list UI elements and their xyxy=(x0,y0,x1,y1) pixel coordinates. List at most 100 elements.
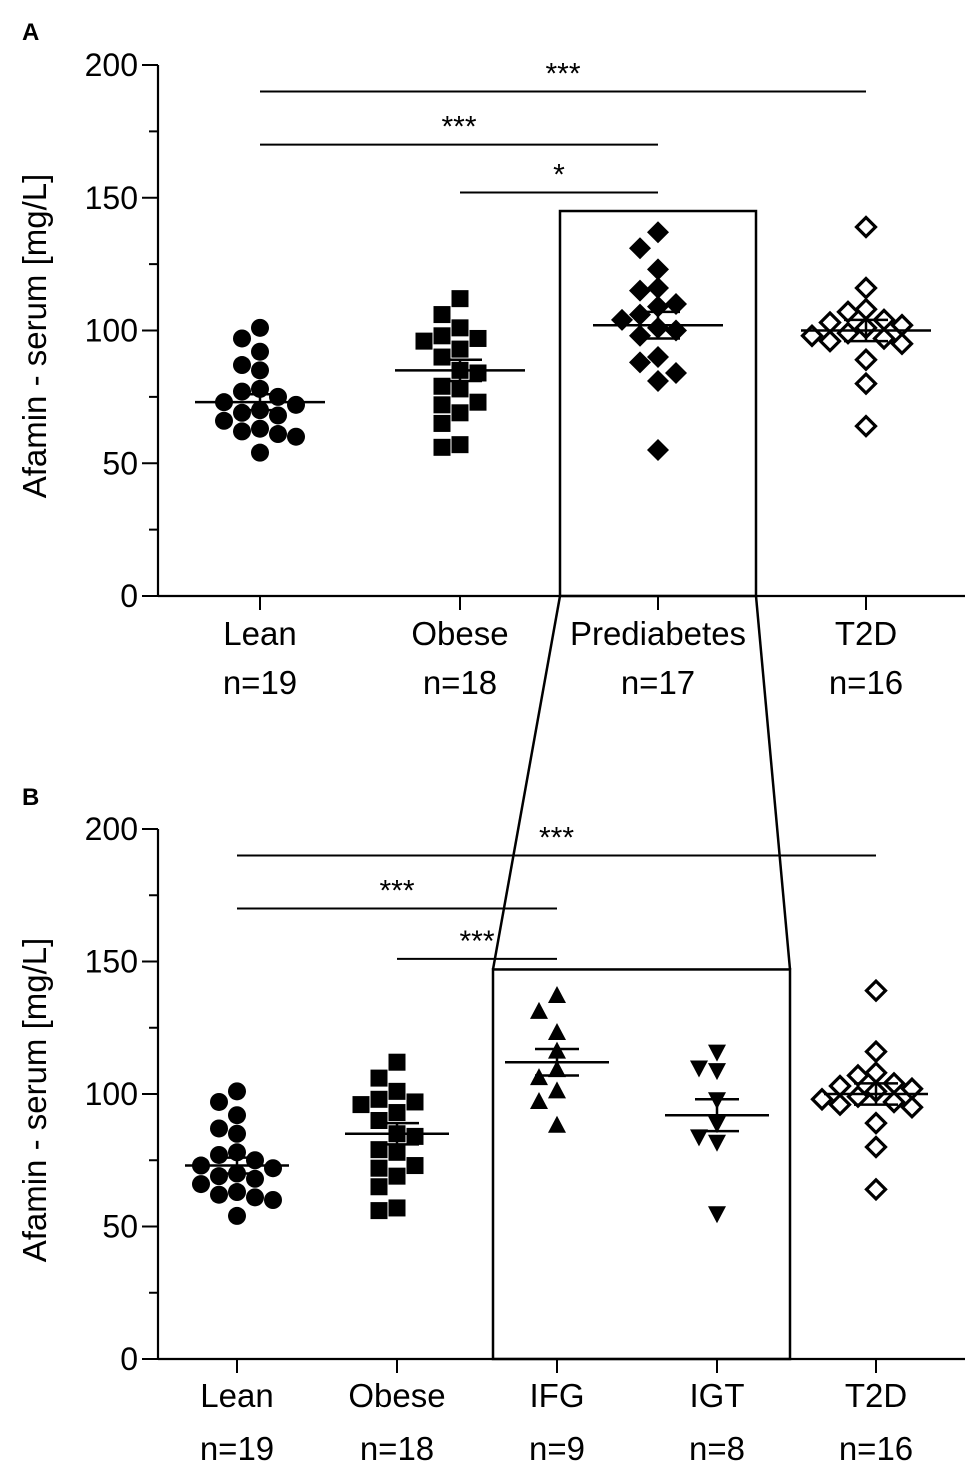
data-point xyxy=(388,1053,406,1071)
data-point xyxy=(469,364,487,382)
data-point xyxy=(406,1157,424,1175)
x-category-label: Obese xyxy=(348,1377,445,1414)
y-tick-label: 50 xyxy=(102,445,138,481)
data-point xyxy=(415,332,433,350)
data-point xyxy=(210,1145,228,1164)
data-point xyxy=(854,347,878,372)
data-point xyxy=(370,1159,388,1177)
data-point xyxy=(228,1082,246,1101)
x-category-n-label: n=8 xyxy=(689,1430,745,1467)
data-point xyxy=(251,318,269,337)
data-point xyxy=(900,1095,924,1120)
data-point xyxy=(611,308,633,331)
panel-a: A Afamin - serum [mg/L] 0 50 100 150 200 Lean… xyxy=(16,19,965,701)
data-point xyxy=(864,1111,888,1135)
zoom-connector-right xyxy=(754,595,792,970)
data-point xyxy=(451,380,469,398)
x-category-n-label: n=16 xyxy=(829,664,903,701)
data-point xyxy=(548,985,566,1003)
data-point xyxy=(406,1127,424,1145)
data-point xyxy=(900,1076,924,1101)
significance-label: *** xyxy=(459,925,494,958)
data-point xyxy=(264,1159,282,1178)
data-point xyxy=(882,1090,906,1114)
data-point xyxy=(192,1175,210,1194)
data-point xyxy=(665,361,687,384)
data-point xyxy=(647,258,669,281)
data-point xyxy=(215,411,233,430)
x-category-label: Lean xyxy=(200,1377,273,1414)
data-point xyxy=(228,1124,246,1143)
data-point xyxy=(469,329,487,347)
x-category-label: Lean xyxy=(223,615,296,652)
zoom-connectors xyxy=(491,595,792,970)
data-point xyxy=(433,396,451,414)
x-category-label: IFG xyxy=(530,1377,585,1414)
highlight-box-ifg-igt xyxy=(491,968,792,1361)
data-point xyxy=(433,348,451,366)
panel-b: B Afamin - serum [mg/L] 0 50 100 150 200 Lean… xyxy=(16,784,965,1467)
data-point xyxy=(433,414,451,432)
data-point xyxy=(864,1177,888,1202)
data-point xyxy=(854,276,878,300)
data-point xyxy=(370,1069,388,1087)
data-point xyxy=(246,1188,264,1207)
data-point xyxy=(251,342,269,361)
data-point xyxy=(864,1061,888,1085)
data-point xyxy=(890,332,914,356)
data-point xyxy=(210,1119,228,1138)
x-category-label: Obese xyxy=(411,615,508,652)
data-point xyxy=(854,215,878,239)
y-tick-label: 200 xyxy=(85,811,138,847)
data-point xyxy=(864,1135,888,1159)
data-point xyxy=(388,1199,406,1217)
data-point xyxy=(548,1081,566,1099)
data-point xyxy=(287,427,305,446)
data-point xyxy=(647,221,669,244)
data-point xyxy=(228,1206,246,1225)
significance-label: * xyxy=(553,158,565,191)
data-point xyxy=(233,422,251,441)
y-tick-label: 150 xyxy=(85,944,138,980)
data-point xyxy=(451,404,469,422)
data-point xyxy=(451,319,469,337)
data-point xyxy=(251,419,269,438)
data-point xyxy=(665,292,687,315)
data-point xyxy=(251,361,269,380)
data-point xyxy=(233,403,251,422)
data-point xyxy=(388,1143,406,1161)
data-point xyxy=(810,1087,834,1112)
data-point xyxy=(890,313,914,337)
data-point xyxy=(251,443,269,462)
x-category-n-label: n=18 xyxy=(423,664,497,701)
data-point xyxy=(854,371,878,396)
y-tick-label: 200 xyxy=(85,47,138,83)
data-point xyxy=(233,329,251,348)
data-point xyxy=(647,438,669,461)
data-point xyxy=(846,1063,870,1088)
data-point xyxy=(388,1104,406,1122)
x-category-label: T2D xyxy=(845,1377,907,1414)
y-tick-label: 150 xyxy=(85,180,138,216)
data-point xyxy=(530,1001,548,1019)
data-point xyxy=(828,1092,852,1117)
y-tick-label: 100 xyxy=(85,1076,138,1112)
x-category-n-label: n=9 xyxy=(529,1430,585,1467)
data-point xyxy=(228,1106,246,1125)
data-point xyxy=(818,310,842,335)
data-point xyxy=(210,1185,228,1204)
highlight-box-prediabetes xyxy=(558,209,758,598)
data-point xyxy=(647,369,669,392)
x-category-n-label: n=16 xyxy=(839,1430,913,1467)
data-point xyxy=(629,303,651,326)
data-point xyxy=(629,351,651,374)
data-point xyxy=(872,326,896,351)
data-point xyxy=(264,1191,282,1209)
x-category-label: IGT xyxy=(690,1377,745,1414)
data-point xyxy=(388,1167,406,1185)
data-point xyxy=(690,1060,708,1078)
data-point xyxy=(370,1178,388,1196)
data-point xyxy=(647,277,669,300)
data-point xyxy=(433,306,451,324)
